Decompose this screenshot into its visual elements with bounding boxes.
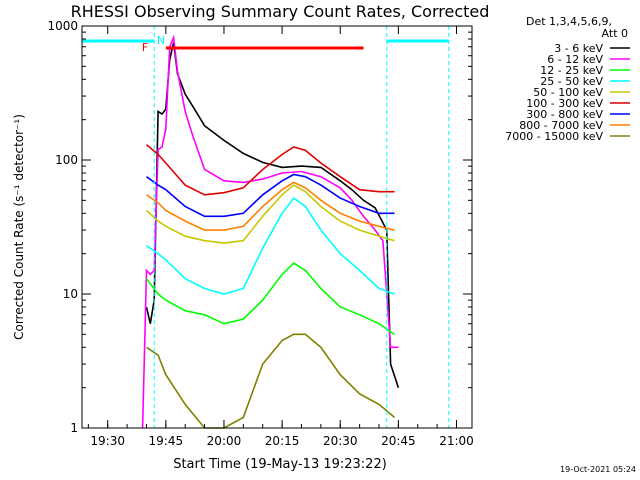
- series-line-3: [146, 196, 395, 295]
- series-line-7: [146, 181, 395, 231]
- x-tick-label: 20:00: [207, 434, 242, 448]
- series-line-0: [145, 42, 400, 388]
- series-line-8: [146, 333, 396, 429]
- y-tick-label: 1000: [47, 19, 78, 33]
- x-tick-label: 20:15: [265, 434, 300, 448]
- x-tick-label: 20:45: [381, 434, 416, 448]
- x-tick-label: 19:30: [90, 434, 125, 448]
- y-tick-label: 10: [63, 287, 78, 301]
- x-tick-label: 20:30: [323, 434, 358, 448]
- legend-label-6: 300 - 800 keV: [526, 108, 603, 121]
- series-line-2: [145, 262, 395, 335]
- legend-label-5: 100 - 300 keV: [526, 97, 603, 110]
- y-axis-label: Corrected Count Rate (s⁻¹ detector⁻¹): [12, 114, 26, 340]
- y-tick-label: 100: [55, 153, 78, 167]
- footer-timestamp: 19-Oct-2021 05:24: [560, 465, 636, 474]
- legend-label-8: 7000 - 15000 keV: [505, 130, 603, 143]
- series-line-4: [145, 184, 395, 244]
- series-line-1: [141, 34, 399, 429]
- legend-label-1: 6 - 12 keV: [547, 53, 603, 66]
- series-line-6: [146, 173, 395, 218]
- legend-label-0: 3 - 6 keV: [554, 42, 603, 55]
- x-tick-label: 19:45: [149, 434, 184, 448]
- series-layer: [141, 34, 400, 429]
- y-tick-label: 1: [70, 421, 78, 435]
- axes: 19:30 19:45 20:00 20:15 20:30 20:45 21:00 1 10 10…: [47, 19, 473, 448]
- legend-label-4: 50 - 100 keV: [533, 86, 603, 99]
- x-axis-label: Start Time (19-May-13 19:23:22): [173, 457, 387, 472]
- legend-header-line-1: Det 1,3,4,5,6,9,: [526, 15, 612, 28]
- marker-labels: F N: [142, 34, 165, 54]
- series-line-5: [145, 144, 395, 196]
- plot-frame: [81, 25, 473, 429]
- x-tick-label: 21:00: [439, 434, 474, 448]
- legend-label-7: 800 - 7000 keV: [519, 119, 603, 132]
- night-marker-label: N: [157, 34, 165, 47]
- legend-label-2: 12 - 25 keV: [540, 64, 603, 77]
- legend-label-3: 25 - 50 keV: [540, 75, 603, 88]
- chart-title: RHESSI Observing Summary Count Rates, Co…: [71, 2, 490, 21]
- flare-marker-label: F: [142, 41, 148, 54]
- legend-header-line-2: Att 0: [602, 27, 628, 40]
